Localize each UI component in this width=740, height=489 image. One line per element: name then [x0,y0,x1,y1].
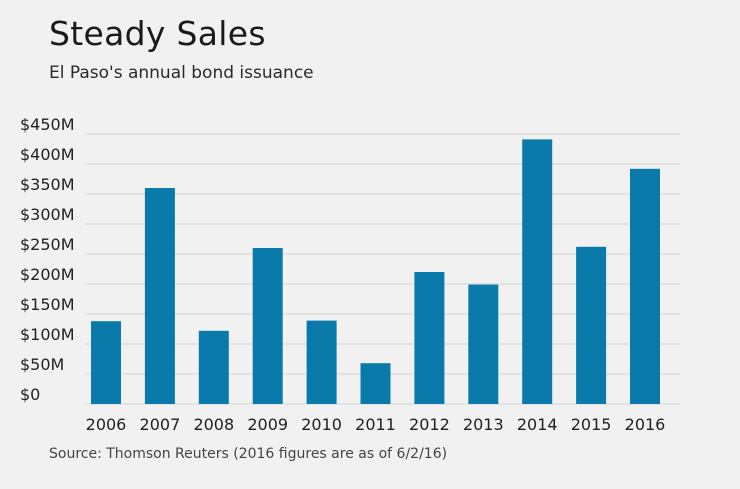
x-tick-label: 2010 [301,415,342,434]
bar-2009 [252,248,283,404]
y-tick-label: $0 [20,385,40,404]
bar-2008 [198,330,229,404]
x-tick-label: 2012 [409,415,450,434]
y-tick-label: $150M [20,295,75,314]
x-tick-label: 2006 [86,415,127,434]
bar-2016 [630,168,660,404]
bar-2015 [576,246,607,404]
y-tick-label: $400M [20,145,75,164]
chart-subtitle: El Paso's annual bond issuance [49,63,314,83]
y-axis-labels: $0 $50M $100M $150M $200M $250M $300M $350M $400… [20,115,75,404]
x-tick-label: 2015 [571,415,612,434]
x-tick-label: 2007 [140,415,181,434]
y-tick-label: $350M [20,175,75,194]
x-tick-label: 2014 [517,415,558,434]
y-tick-label: $250M [20,235,75,254]
chart-title: Steady Sales [49,14,266,53]
x-tick-label: 2008 [193,415,234,434]
x-tick-label: 2016 [625,415,666,434]
bars [91,139,660,404]
x-tick-label: 2009 [247,415,288,434]
bar-2010 [306,320,337,404]
source-note: Source: Thomson Reuters (2016 figures ar… [49,446,448,462]
y-tick-label: $50M [20,355,64,374]
x-tick-label: 2011 [355,415,396,434]
bar-2007 [144,188,175,404]
x-tick-label: 2013 [463,415,504,434]
bar-2014 [522,139,553,404]
bar-2012 [414,272,445,404]
y-tick-label: $200M [20,265,75,284]
y-tick-label: $100M [20,325,75,344]
bar-2013 [468,284,499,404]
x-axis-labels: 2006 2007 2008 2009 2010 2011 2012 2013 2014 2015… [86,415,666,434]
y-tick-label: $300M [20,205,75,224]
y-tick-label: $450M [20,115,75,134]
bar-2006 [91,321,121,404]
bar-2011 [360,363,391,404]
